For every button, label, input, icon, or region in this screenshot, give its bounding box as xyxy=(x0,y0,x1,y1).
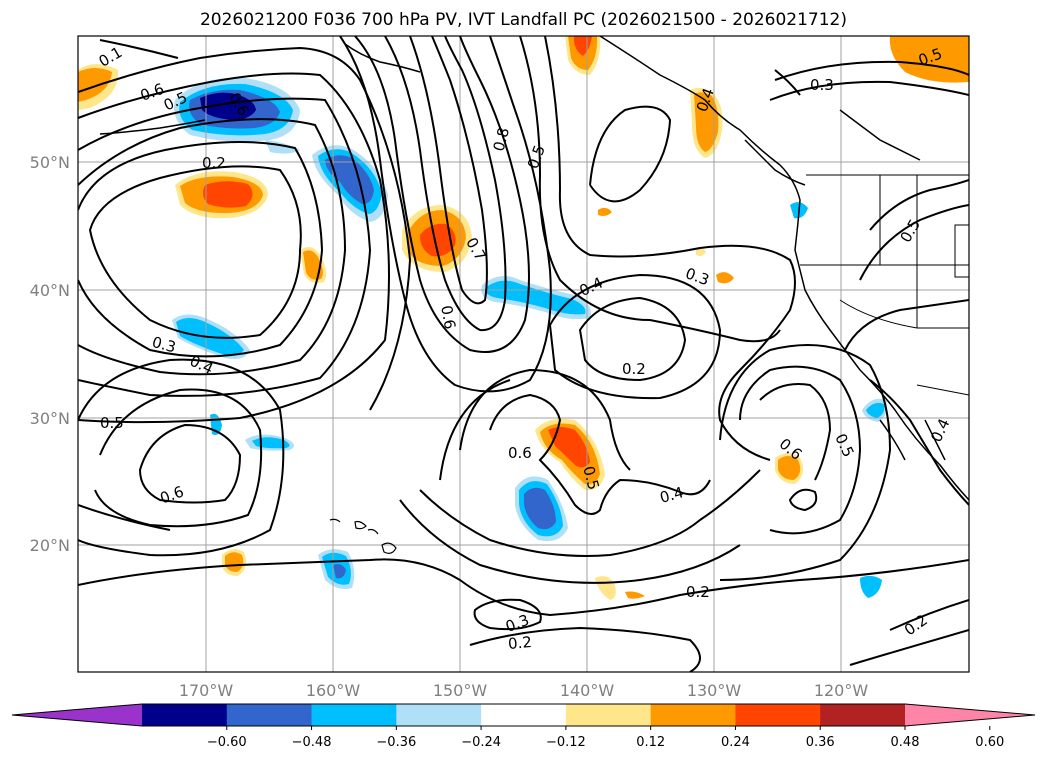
contour-label: 0.6 xyxy=(437,304,459,331)
contour-label: 0.2 xyxy=(622,360,646,378)
colorbar-segment xyxy=(565,704,652,726)
colorbar-extend-max xyxy=(905,704,1035,726)
lon-labels: 170°W 160°W 150°W 140°W 130°W 120°W xyxy=(179,681,869,700)
contour-label: 0.3 xyxy=(150,333,178,357)
map-title: 2026021200 F036 700 hPa PV, IVT Landfall… xyxy=(199,10,847,30)
map-gridlines xyxy=(78,36,969,672)
lon-label: 170°W xyxy=(179,681,234,700)
lat-label: 40°N xyxy=(30,281,70,300)
contour-label: 0.2 xyxy=(507,633,532,653)
colorbar-tick-label: −0.60 xyxy=(207,735,247,750)
colorbar-outline xyxy=(11,703,1036,727)
colorbar-tick-label: 0.48 xyxy=(891,735,920,750)
colorbar-tick-label: −0.24 xyxy=(461,735,501,750)
colorbar-segment xyxy=(650,704,736,726)
colorbar-segment xyxy=(481,704,567,726)
contour-label: 0.4 xyxy=(658,483,686,507)
contour-label: 0.3 xyxy=(810,76,834,94)
contour-label: 0.2 xyxy=(202,154,226,172)
colorbar-segment xyxy=(820,704,906,726)
colorbar-tick-label: 0.12 xyxy=(636,735,665,750)
hawaii-islands xyxy=(329,518,397,554)
colorbar-tick-label: 0.60 xyxy=(975,735,1004,750)
contour-label: 0.8 xyxy=(490,126,514,154)
lon-label: 150°W xyxy=(433,681,488,700)
colorbar-segment xyxy=(142,704,228,726)
contour-label: 0.5 xyxy=(100,414,124,432)
colorbar-segment xyxy=(226,704,313,726)
colorbar-tick-label: 0.36 xyxy=(806,735,835,750)
colorbar-tick-label: −0.48 xyxy=(292,735,332,750)
colorbar-segment xyxy=(396,704,482,726)
map-frame xyxy=(77,35,970,673)
contour-label: 0.5 xyxy=(579,464,603,492)
pv-contours xyxy=(78,36,969,672)
contour-label: 0.6 xyxy=(508,444,532,462)
colorbar-extend-min xyxy=(12,704,142,726)
colorbar-segment xyxy=(311,704,397,726)
lon-label: 160°W xyxy=(306,681,361,700)
contour-label: 0.2 xyxy=(686,583,710,601)
colorbar-tick-label: 0.24 xyxy=(721,735,750,750)
lon-label: 120°W xyxy=(814,681,869,700)
lon-label: 140°W xyxy=(560,681,615,700)
colorbar-segment xyxy=(735,704,821,726)
lon-label: 130°W xyxy=(687,681,742,700)
coastlines xyxy=(99,36,969,501)
colorbar: −0.60 −0.48 −0.36 −0.24 −0.12 0.12 0.24 0.36 0.4… xyxy=(11,703,1036,750)
colorbar-tick-label: −0.12 xyxy=(546,735,586,750)
lat-label: 50°N xyxy=(30,153,70,172)
lat-labels: 50°N 40°N 30°N 20°N xyxy=(30,153,70,555)
lat-label: 30°N xyxy=(30,409,70,428)
lat-label: 20°N xyxy=(30,536,70,555)
colorbar-tick-label: −0.36 xyxy=(376,735,416,750)
